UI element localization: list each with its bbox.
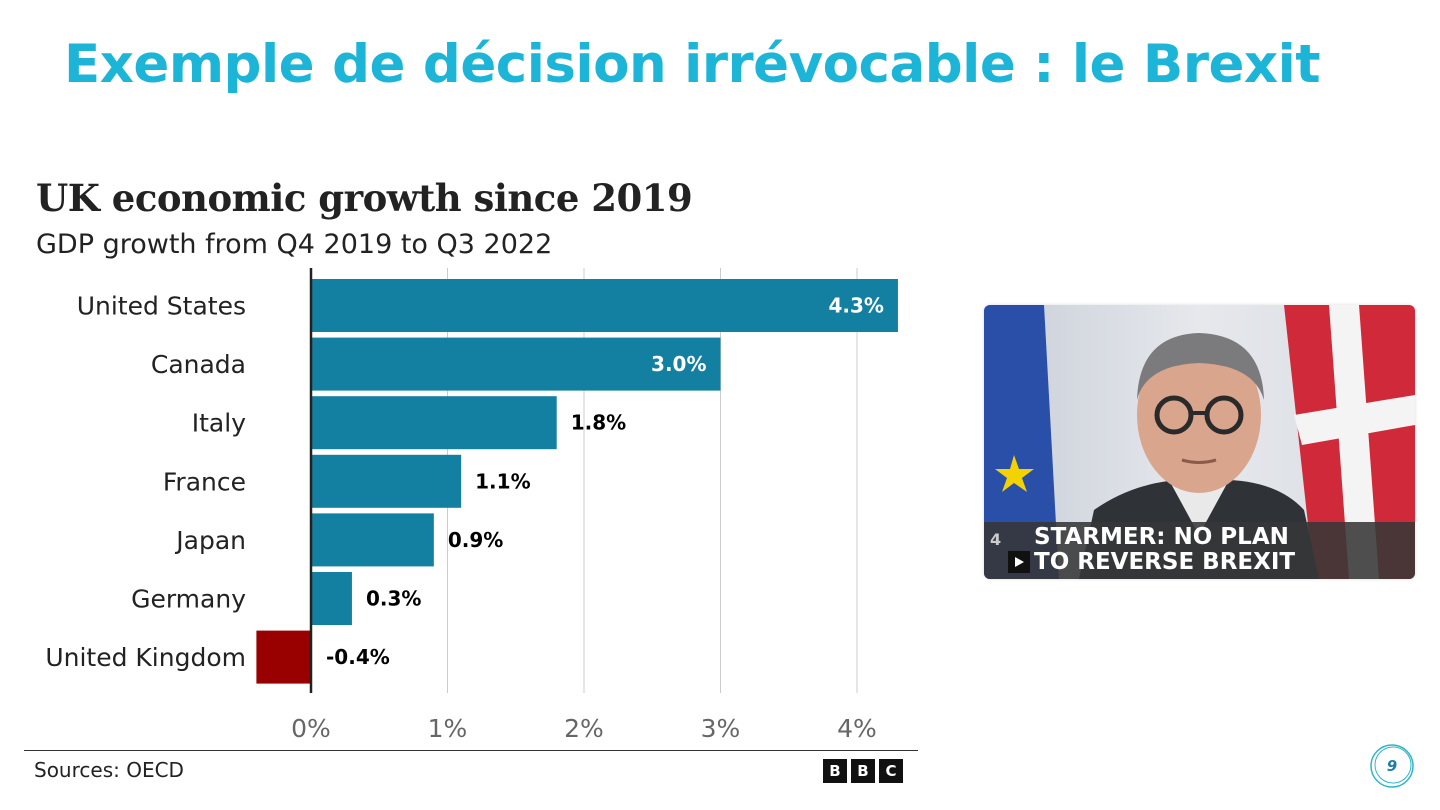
chart-subtitle: GDP growth from Q4 2019 to Q3 2022 bbox=[36, 229, 553, 260]
chart-title: UK economic growth since 2019 bbox=[36, 176, 693, 220]
category-label: Japan bbox=[174, 526, 246, 555]
page-number-badge: 9 bbox=[1368, 742, 1416, 790]
source-divider bbox=[24, 750, 918, 751]
bbc-logo-letter: B bbox=[823, 759, 847, 783]
bar-chart: 0% 1% 2% 3% 4% United States 4.3% Canada 3.0% Ita… bbox=[45, 268, 898, 743]
page-number: 9 bbox=[1386, 757, 1398, 775]
play-icon[interactable] bbox=[1008, 551, 1030, 573]
x-tick-label: 1% bbox=[428, 714, 468, 743]
bbc-logo-letter: C bbox=[879, 759, 903, 783]
bar bbox=[311, 572, 352, 625]
channel4-logo-icon: 4 bbox=[990, 530, 1002, 549]
video-caption-bar bbox=[984, 522, 1415, 579]
category-label: United Kingdom bbox=[45, 643, 246, 672]
category-label: France bbox=[163, 467, 246, 496]
data-label: 3.0% bbox=[651, 352, 706, 376]
x-tick-label: 3% bbox=[701, 714, 741, 743]
bar bbox=[311, 337, 721, 391]
category-label: Canada bbox=[151, 350, 246, 379]
data-label: 1.1% bbox=[475, 469, 530, 493]
data-label: -0.4% bbox=[326, 645, 390, 669]
video-thumbnail[interactable]: 4 STARMER: NO PLAN TO REVERSE BREXIT bbox=[984, 305, 1415, 579]
bar bbox=[311, 513, 434, 567]
slide-title: Exemple de décision irrévocable : le Bre… bbox=[64, 34, 1321, 95]
bbc-logo-letter: B bbox=[851, 759, 875, 783]
x-tick-label: 0% bbox=[291, 714, 331, 743]
x-tick-label: 2% bbox=[564, 714, 604, 743]
video-caption-line: TO REVERSE BREXIT bbox=[1034, 549, 1296, 575]
chart-source: Sources: OECD bbox=[34, 758, 184, 782]
video-caption-line: STARMER: NO PLAN bbox=[1034, 524, 1289, 550]
data-label: 4.3% bbox=[828, 294, 883, 318]
category-label: United States bbox=[77, 292, 246, 321]
x-tick-label: 4% bbox=[837, 714, 877, 743]
video-caption: STARMER: NO PLAN TO REVERSE BREXIT bbox=[1034, 525, 1295, 575]
data-label: 1.8% bbox=[571, 411, 626, 435]
category-label: Italy bbox=[192, 409, 246, 438]
bbc-logo: B B C bbox=[823, 759, 903, 783]
data-label: 0.9% bbox=[448, 528, 503, 552]
bar bbox=[311, 454, 462, 508]
data-label: 0.3% bbox=[366, 587, 421, 611]
page-number-circle-icon bbox=[1370, 744, 1414, 788]
category-label: Germany bbox=[131, 585, 246, 614]
bar bbox=[256, 630, 311, 684]
bar bbox=[311, 279, 898, 332]
bar bbox=[311, 396, 557, 450]
